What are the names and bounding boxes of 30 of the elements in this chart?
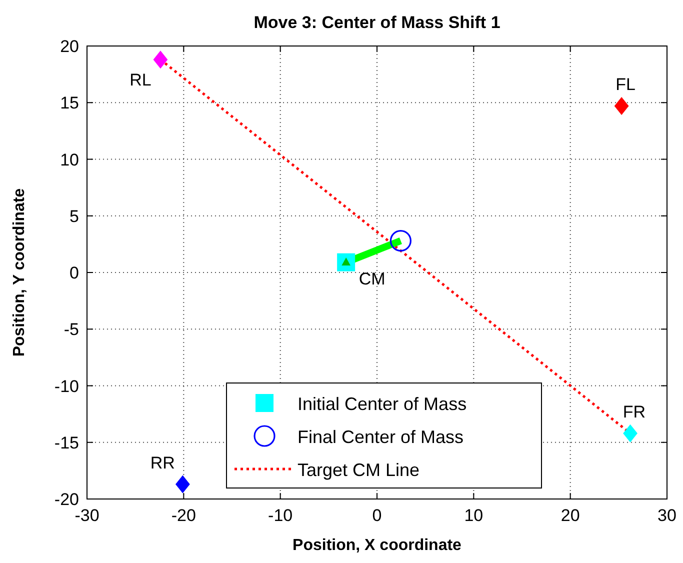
y-tick-label: 10 — [60, 150, 79, 170]
y-tick-label: -15 — [54, 433, 79, 452]
x-tick-label: -30 — [74, 506, 100, 525]
annotation: FR — [622, 402, 646, 422]
y-tick-label: -10 — [54, 376, 79, 396]
annotation: FL — [616, 75, 636, 94]
legend-label: Target CM Line — [298, 460, 420, 480]
x-axis-title: Position, X coordinate — [292, 537, 462, 554]
legend-label: Initial Center of Mass — [298, 394, 467, 414]
annotation: RL — [130, 70, 152, 90]
point — [614, 97, 629, 116]
annotation: RR — [150, 453, 175, 472]
y-tick-label: -20 — [54, 490, 79, 509]
point — [153, 50, 168, 69]
y-tick-label: 0 — [70, 264, 79, 282]
x-tick-label: 20 — [560, 506, 580, 525]
x-tick-label: -20 — [171, 506, 196, 525]
y-tick-label: 5 — [70, 206, 79, 226]
legend-label: Final Center of Mass — [298, 427, 464, 447]
x-tick-label: 30 — [658, 506, 676, 525]
y-tick-label: 20 — [60, 37, 79, 56]
annotation: CM — [358, 269, 386, 288]
x-tick-label: -10 — [268, 506, 293, 525]
y-tick-label: -5 — [64, 320, 79, 340]
x-tick-label: 0 — [372, 506, 382, 525]
chart-title: Move 3: Center of Mass Shift 1 — [254, 13, 500, 32]
y-axis-title: Position, Y coordinate — [11, 188, 28, 357]
y-tick-label: 15 — [60, 94, 79, 113]
x-tick-label: 10 — [464, 506, 484, 525]
point — [390, 230, 412, 252]
